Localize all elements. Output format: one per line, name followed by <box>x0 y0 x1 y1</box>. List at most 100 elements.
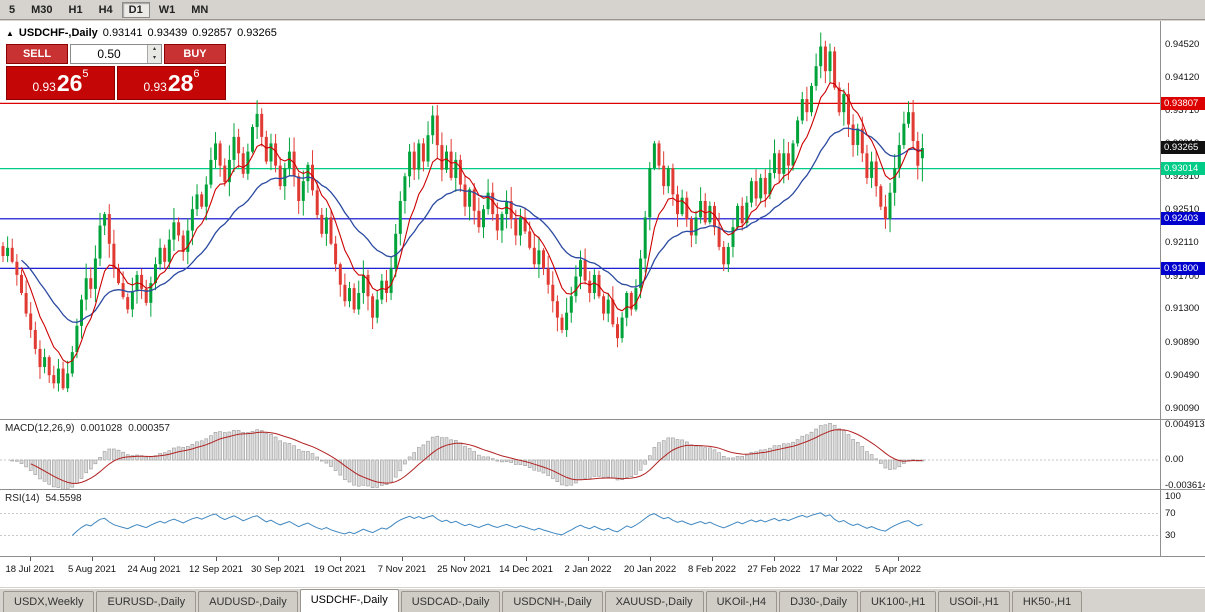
pane-splitter[interactable] <box>0 419 1205 420</box>
sell-price-display[interactable]: 0.93 26 5 <box>6 66 115 100</box>
time-axis-label: 8 Feb 2022 <box>687 564 737 575</box>
rsi-axis-label: 70 <box>1165 508 1176 519</box>
price-axis-label: 0.94520 <box>1165 39 1200 50</box>
time-axis-tick <box>30 557 31 561</box>
buy-button[interactable]: BUY <box>164 44 226 64</box>
chart-tab-audusd-daily[interactable]: AUDUSD-,Daily <box>198 591 298 612</box>
time-axis-label: 5 Aug 2021 <box>67 564 117 575</box>
rsi-indicator-chart[interactable] <box>0 490 1160 556</box>
time-axis-tick <box>92 557 93 561</box>
volume-down-icon[interactable]: ▾ <box>152 55 156 61</box>
time-axis-label: 20 Jan 2022 <box>623 564 677 575</box>
time-axis-tick <box>154 557 155 561</box>
chart-tab-usdcnh-daily[interactable]: USDCNH-,Daily <box>502 591 603 612</box>
chart-tab-dj30-daily[interactable]: DJ30-,Daily <box>779 591 858 612</box>
time-axis-tick <box>588 557 589 561</box>
time-axis-tick <box>464 557 465 561</box>
ohlc-close: 0.93265 <box>237 27 277 39</box>
collapse-triangle-icon[interactable]: ▲ <box>6 28 14 38</box>
sell-price-pips: 26 <box>56 70 83 96</box>
macd-value-main: 0.001028 <box>80 423 123 434</box>
price-axis-label: 0.92110 <box>1165 237 1199 248</box>
chart-tab-eurusd-daily[interactable]: EURUSD-,Daily <box>96 591 197 612</box>
rsi-axis-label: 30 <box>1165 530 1176 541</box>
timeframe-button-mn[interactable]: MN <box>191 3 209 16</box>
volume-up-icon[interactable]: ▴ <box>152 46 156 52</box>
time-axis-label: 18 Jul 2021 <box>5 564 55 575</box>
buy-price-point: 6 <box>193 68 200 80</box>
sell-price-point: 5 <box>82 68 89 80</box>
time-axis-label: 14 Dec 2021 <box>499 564 553 575</box>
price-axis-separator <box>1160 21 1161 557</box>
time-axis-tick <box>526 557 527 561</box>
chart-title: ▲ USDCHF-,Daily 0.93141 0.93439 0.92857 … <box>6 27 277 39</box>
time-axis-tick <box>216 557 217 561</box>
chart-tab-usdcad-daily[interactable]: USDCAD-,Daily <box>400 591 501 612</box>
chart-tab-usdchf-daily[interactable]: USDCHF-,Daily <box>299 589 399 612</box>
sell-price-prefix: 0.93 <box>32 80 56 94</box>
volume-spinner: ▴ ▾ <box>147 45 161 63</box>
time-axis-label: 27 Feb 2022 <box>747 564 801 575</box>
price-axis-label: 0.90890 <box>1165 337 1200 348</box>
timeframe-button-d1[interactable]: D1 <box>121 1 150 18</box>
macd-indicator-chart[interactable] <box>0 420 1160 489</box>
price-level-tag: 0.93807 <box>1161 97 1205 110</box>
macd-label: MACD(12,26,9) 0.001028 0.000357 <box>5 423 170 434</box>
time-axis[interactable]: 18 Jul 2021 5 Aug 2021 24 Aug 2021 12 Sep 2… <box>0 557 1160 587</box>
rsi-name: RSI(14) <box>5 493 40 504</box>
volume-input[interactable] <box>71 45 147 63</box>
chart-tab-uk100-h1[interactable]: UK100-,H1 <box>859 591 937 612</box>
macd-axis: 0.004913 0.00 -0.003614 <box>1161 419 1205 491</box>
timeframe-button-h4[interactable]: H4 <box>98 3 113 16</box>
price-axis[interactable]: 0.945200.941200.937100.933100.929100.925… <box>1161 21 1205 420</box>
timeframe-button-5[interactable]: 5 <box>9 3 16 16</box>
chart-tab-xauusd-daily[interactable]: XAUUSD-,Daily <box>604 591 704 612</box>
macd-name: MACD(12,26,9) <box>5 423 75 434</box>
time-axis-tick <box>712 557 713 561</box>
price-axis-label: 0.90090 <box>1165 403 1200 414</box>
price-axis-label: 0.91700 <box>1165 271 1200 282</box>
macd-axis-label: 0.004913 <box>1165 419 1205 430</box>
timeframe-button-w1[interactable]: W1 <box>158 3 176 16</box>
rsi-label: RSI(14) 54.5598 <box>5 493 82 504</box>
time-axis-tick <box>278 557 279 561</box>
chart-tab-hk50-h1[interactable]: HK50-,H1 <box>1011 591 1083 612</box>
pane-splitter[interactable] <box>0 489 1205 490</box>
chart-tab-usdx-weekly[interactable]: USDX,Weekly <box>3 591 95 612</box>
candlestick-chart[interactable] <box>0 21 1160 419</box>
price-axis-label: 0.93710 <box>1165 105 1200 116</box>
price-axis-label: 0.91300 <box>1165 303 1200 314</box>
time-axis-label: 25 Nov 2021 <box>437 564 491 575</box>
time-axis-label: 5 Apr 2022 <box>875 564 921 575</box>
timeframe-toolbar: 5 M30 H1 H4 D1 W1 MN <box>0 0 1205 20</box>
price-level-tag: 0.92403 <box>1161 212 1205 225</box>
rsi-axis-label: 100 <box>1165 491 1181 502</box>
buy-price-prefix: 0.93 <box>143 80 167 94</box>
buy-price-display[interactable]: 0.93 28 6 <box>117 66 226 100</box>
pane-splitter[interactable] <box>0 556 1205 557</box>
time-axis-label: 7 Nov 2021 <box>377 564 427 575</box>
buy-price-pips: 28 <box>167 70 194 96</box>
price-level-tag: 0.93265 <box>1161 141 1205 154</box>
time-axis-tick <box>650 557 651 561</box>
ohlc-open: 0.93141 <box>102 27 143 39</box>
time-axis-label: 12 Sep 2021 <box>189 564 243 575</box>
macd-value-signal: 0.000357 <box>128 423 170 434</box>
rsi-axis: 100 70 30 <box>1161 490 1205 556</box>
macd-axis-label: -0.003614 <box>1165 480 1205 491</box>
timeframe-button-m30[interactable]: M30 <box>31 3 53 16</box>
price-axis-label: 0.92910 <box>1165 171 1200 182</box>
chart-tabs-bar: USDX,Weekly EURUSD-,Daily AUDUSD-,Daily USD… <box>0 588 1205 612</box>
time-axis-label: 30 Sep 2021 <box>251 564 305 575</box>
time-axis-tick <box>340 557 341 561</box>
time-axis-label: 24 Aug 2021 <box>127 564 181 575</box>
ohlc-high: 0.93439 <box>147 27 188 39</box>
axis-corner <box>1161 557 1205 587</box>
timeframe-button-h1[interactable]: H1 <box>68 3 83 16</box>
sell-button[interactable]: SELL <box>6 44 68 64</box>
chart-tab-ukoil-h4[interactable]: UKOil-,H4 <box>705 591 778 612</box>
time-axis-tick <box>774 557 775 561</box>
chart-tab-usoil-h1[interactable]: USOil-,H1 <box>938 591 1010 612</box>
symbol-period-label: USDCHF-,Daily <box>18 27 98 39</box>
macd-axis-label: 0.00 <box>1165 454 1184 465</box>
